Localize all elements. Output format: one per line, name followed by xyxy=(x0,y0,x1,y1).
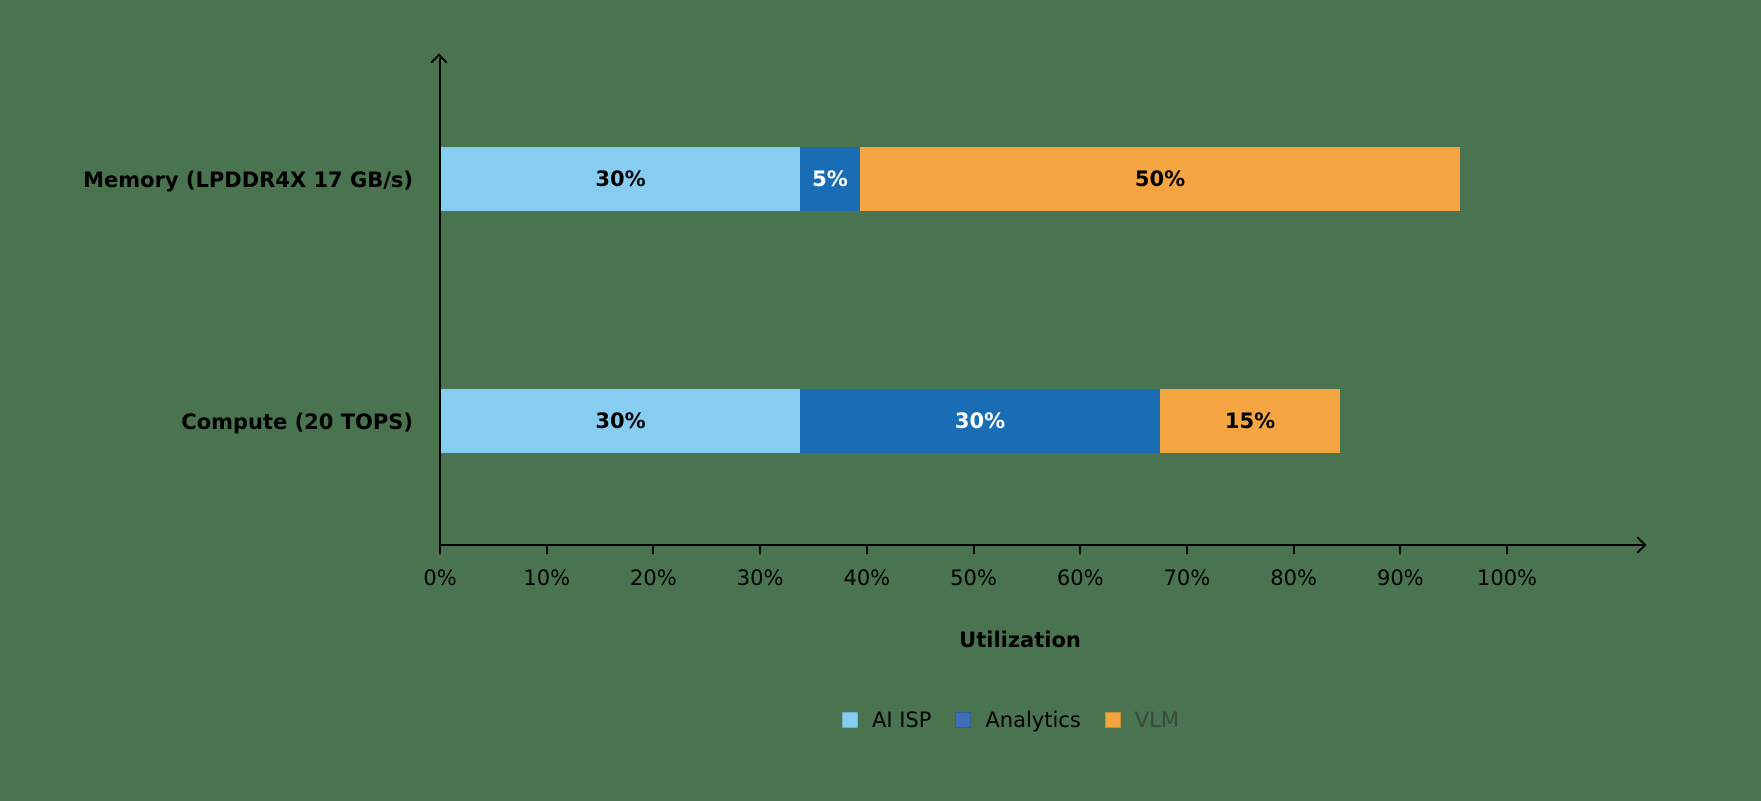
legend-item-vlm: VLM xyxy=(1104,708,1179,732)
legend-label-vlm: VLM xyxy=(1134,708,1179,732)
y-axis-line xyxy=(439,58,441,546)
legend-label-analytics: Analytics xyxy=(985,708,1081,732)
x-tick-label: 70% xyxy=(1163,566,1211,590)
legend-item-analytics: Analytics xyxy=(955,708,1081,732)
legend-swatch-ai-isp xyxy=(842,712,858,728)
x-tick xyxy=(865,545,868,554)
x-tick xyxy=(1079,545,1082,554)
x-tick-label: 20% xyxy=(630,566,677,590)
legend-swatch-vlm xyxy=(1104,712,1121,728)
bar-segment-analytics: 5% xyxy=(800,147,860,211)
x-tick-label: 50% xyxy=(950,566,997,590)
x-axis-arrow-icon xyxy=(1629,536,1647,554)
x-tick-label: 30% xyxy=(736,566,784,590)
legend-item-ai-isp: AI ISP xyxy=(842,708,931,732)
x-tick-label: 10% xyxy=(523,566,571,590)
x-tick-label: 0% xyxy=(423,566,457,590)
x-tick xyxy=(972,545,975,554)
category-label-memory: Memory (LPDDR4X 17 GB/s) xyxy=(83,168,413,192)
bar-segment-vlm: 15% xyxy=(1160,389,1340,453)
x-tick-label: 40% xyxy=(843,566,891,590)
bar-segment-ai-isp: 30% xyxy=(441,389,800,453)
bar-segment-ai-isp: 30% xyxy=(441,147,800,211)
legend: AI ISP Analytics VLM xyxy=(842,708,1203,732)
x-tick-label: 80% xyxy=(1270,566,1317,590)
x-tick xyxy=(759,545,762,554)
legend-swatch-analytics xyxy=(955,712,972,728)
x-tick-label: 60% xyxy=(1056,566,1104,590)
x-tick xyxy=(439,545,441,554)
x-tick xyxy=(545,545,548,554)
x-tick-label: 100% xyxy=(1476,566,1538,590)
bar-segment-analytics: 30% xyxy=(800,389,1160,453)
x-tick xyxy=(1506,545,1508,554)
y-axis-arrow-icon xyxy=(430,53,448,71)
bar-segment-vlm: 50% xyxy=(860,147,1460,211)
x-tick xyxy=(1185,545,1188,554)
bar-compute: 30% 30% 15% xyxy=(441,389,1340,453)
x-axis-line xyxy=(439,544,1643,546)
legend-label-ai-isp: AI ISP xyxy=(872,708,932,732)
x-tick xyxy=(1292,545,1295,554)
x-tick xyxy=(1399,545,1402,554)
category-label-compute: Compute (20 TOPS) xyxy=(181,410,413,434)
x-axis-title: Utilization xyxy=(959,628,1081,652)
bar-memory: 30% 5% 50% xyxy=(441,147,1460,211)
x-tick-label: 90% xyxy=(1376,566,1424,590)
x-tick xyxy=(652,545,655,554)
